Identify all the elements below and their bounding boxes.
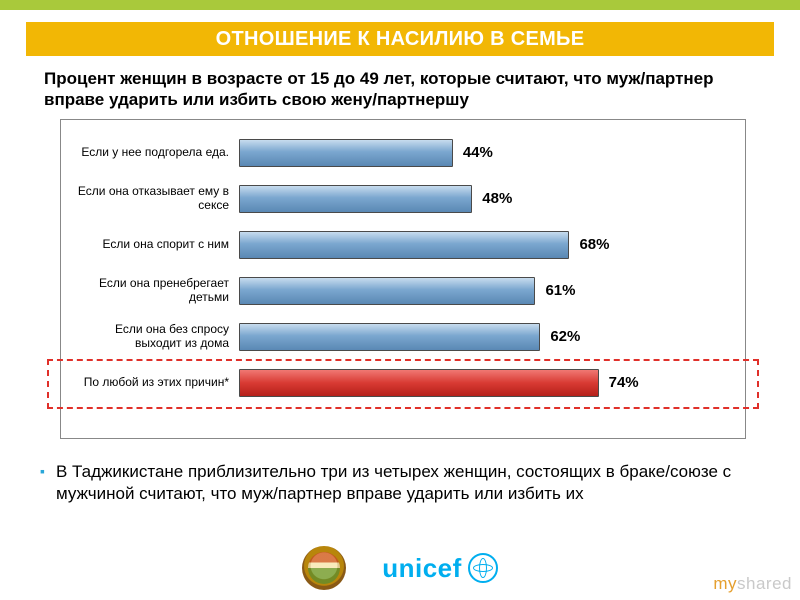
bar-label: Если она без спросу выходит из дома	[69, 323, 239, 351]
footer-logos: unicef	[0, 546, 800, 590]
chart-row: Если у нее подгорела еда. 44%	[69, 130, 725, 176]
bar-value: 44%	[457, 137, 493, 169]
bar-highlight	[239, 369, 599, 397]
bullet-marker: ▪	[40, 461, 56, 505]
bar-track: 48%	[239, 183, 725, 215]
watermark: myshared	[713, 574, 792, 594]
chart-row: Если она без спросу выходит из дома 62%	[69, 314, 725, 360]
bar-value: 68%	[573, 229, 609, 261]
bar-track: 62%	[239, 321, 725, 353]
slide-title-bar: ОТНОШЕНИЕ К НАСИЛИЮ В СЕМЬЕ	[26, 22, 774, 56]
bar-value: 48%	[476, 183, 512, 215]
chart-row: Если она пренебрегает детьми 61%	[69, 268, 725, 314]
chart-row: Если она спорит с ним 68%	[69, 222, 725, 268]
bar-chart: Если у нее подгорела еда. 44% Если она отк…	[60, 119, 746, 439]
bar-label: Если она пренебрегает детьми	[69, 277, 239, 305]
unicef-logo: unicef	[382, 553, 498, 584]
tajikistan-emblem-icon	[302, 546, 346, 590]
bar-value: 62%	[544, 321, 580, 353]
slide-title: ОТНОШЕНИЕ К НАСИЛИЮ В СЕМЬЕ	[216, 28, 585, 51]
bar-label: Если у нее подгорела еда.	[69, 146, 239, 160]
bar-track: 74%	[239, 367, 725, 399]
bar-label: По любой из этих причин*	[69, 376, 239, 390]
bar-value: 61%	[539, 275, 575, 307]
bar-track: 68%	[239, 229, 725, 261]
watermark-prefix: my	[713, 574, 737, 593]
watermark-rest: shared	[737, 574, 792, 593]
bar	[239, 139, 453, 167]
bar	[239, 323, 540, 351]
slide-subtitle: Процент женщин в возрасте от 15 до 49 ле…	[44, 68, 756, 111]
bar	[239, 185, 472, 213]
bar	[239, 277, 535, 305]
bar-label: Если она спорит с ним	[69, 238, 239, 252]
accent-stripe	[0, 0, 800, 10]
unicef-label: unicef	[382, 553, 462, 584]
bar	[239, 231, 569, 259]
bar-label: Если она отказывает ему в сексе	[69, 185, 239, 213]
bar-track: 44%	[239, 137, 725, 169]
bullet-item: ▪ В Таджикистане приблизительно три из ч…	[40, 461, 760, 505]
chart-row: По любой из этих причин* 74%	[69, 360, 725, 406]
bullet-text: В Таджикистане приблизительно три из чет…	[56, 461, 760, 505]
chart-row: Если она отказывает ему в сексе 48%	[69, 176, 725, 222]
bar-value: 74%	[603, 367, 639, 399]
bar-track: 61%	[239, 275, 725, 307]
globe-icon	[468, 553, 498, 583]
